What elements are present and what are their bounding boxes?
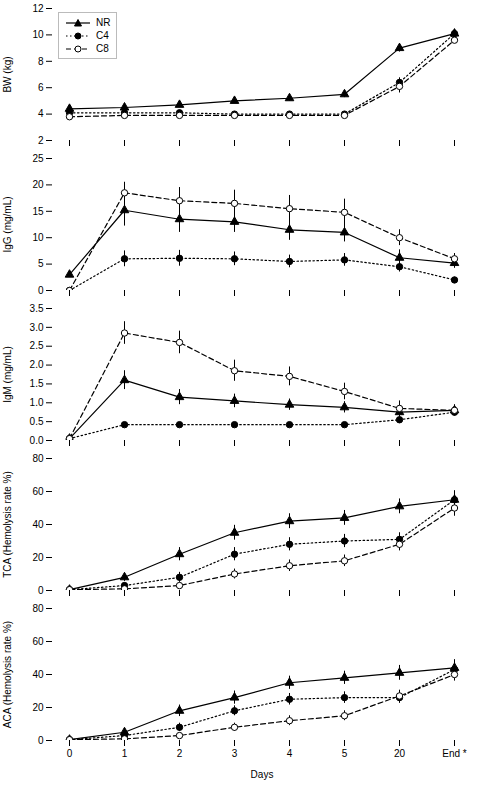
html-text:C8: C8 (96, 43, 109, 54)
svg-text:15: 15 (32, 206, 44, 217)
svg-text:IgM (mg/mL): IgM (mg/mL) (2, 346, 13, 403)
svg-text:IgG (mg/mL): IgG (mg/mL) (2, 196, 13, 252)
svg-text:20: 20 (32, 702, 44, 713)
svg-text:0: 0 (38, 285, 44, 296)
svg-text:4: 4 (287, 748, 293, 759)
svg-text:3: 3 (232, 748, 238, 759)
svg-text:40: 40 (32, 669, 44, 680)
svg-text:ACA (Hemolysis rate %): ACA (Hemolysis rate %) (2, 621, 13, 728)
svg-text:60: 60 (32, 636, 44, 647)
svg-text:20: 20 (32, 552, 44, 563)
svg-text:80: 80 (32, 603, 44, 614)
svg-text:25: 25 (32, 153, 44, 164)
html-text:NR: NR (96, 17, 111, 28)
svg-text:3.0: 3.0 (30, 322, 44, 333)
svg-text:1.0: 1.0 (30, 397, 44, 408)
svg-text:Days: Days (251, 769, 274, 780)
svg-text:2.0: 2.0 (30, 359, 44, 370)
svg-text:5: 5 (38, 258, 44, 269)
svg-text:5: 5 (342, 748, 348, 759)
svg-text:2: 2 (177, 748, 183, 759)
svg-text:10: 10 (32, 232, 44, 243)
svg-text:1.5: 1.5 (30, 378, 44, 389)
svg-text:60: 60 (32, 486, 44, 497)
svg-text:20: 20 (394, 748, 406, 759)
svg-text:End *: End * (442, 748, 467, 759)
svg-text:0: 0 (38, 585, 44, 596)
html-text:C4: C4 (96, 30, 109, 41)
svg-text:1: 1 (122, 748, 128, 759)
svg-text:4: 4 (38, 108, 44, 119)
svg-text:TCA (Hemolysis rate %): TCA (Hemolysis rate %) (2, 471, 13, 578)
svg-text:40: 40 (32, 519, 44, 530)
svg-text:10: 10 (32, 29, 44, 40)
svg-text:80: 80 (32, 453, 44, 464)
svg-text:2.5: 2.5 (30, 340, 44, 351)
svg-text:BW (kg): BW (kg) (2, 56, 13, 92)
svg-text:20: 20 (32, 179, 44, 190)
svg-text:0: 0 (67, 748, 73, 759)
svg-text:0.0: 0.0 (30, 435, 44, 446)
svg-text:0: 0 (38, 735, 44, 746)
svg-text:8: 8 (38, 56, 44, 67)
svg-text:2: 2 (38, 135, 44, 146)
svg-text:0.5: 0.5 (30, 416, 44, 427)
svg-text:12: 12 (32, 3, 44, 14)
svg-text:3.5: 3.5 (30, 303, 44, 314)
svg-text:6: 6 (38, 82, 44, 93)
